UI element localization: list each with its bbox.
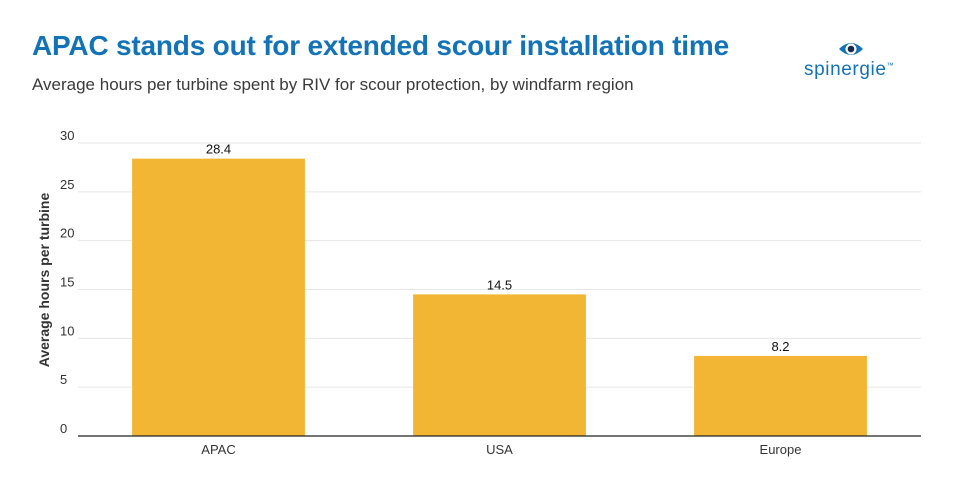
- bar-europe: [694, 355, 867, 436]
- x-tick-label: Europe: [760, 442, 802, 457]
- y-tick-label: 10: [60, 323, 74, 338]
- x-tick-labels: APAC USA Europe: [201, 442, 801, 457]
- data-label: 28.4: [206, 142, 231, 157]
- y-tick-label: 30: [60, 128, 74, 143]
- y-tick-labels: 0 5 10 15 20 25 30: [60, 128, 74, 436]
- chart-subtitle: Average hours per turbine spent by RIV f…: [32, 75, 634, 94]
- bar-usa: [413, 294, 586, 436]
- chart-title: APAC stands out for extended scour insta…: [32, 30, 729, 61]
- eye-icon: [839, 43, 863, 55]
- x-tick-label: USA: [486, 442, 513, 457]
- bars: [132, 158, 867, 437]
- y-axis-label: Average hours per turbine: [36, 193, 52, 368]
- data-label: 8.2: [771, 339, 789, 354]
- y-tick-label: 20: [60, 226, 74, 241]
- y-tick-label: 5: [60, 372, 67, 387]
- data-label: 14.5: [487, 277, 512, 292]
- x-tick-label: APAC: [201, 442, 235, 457]
- data-labels: 28.4 14.5 8.2: [206, 142, 790, 354]
- bar-apac: [132, 158, 305, 437]
- spinergie-logo: spinergie™: [804, 38, 898, 84]
- y-tick-label: 25: [60, 177, 74, 192]
- y-tick-label: 0: [60, 421, 67, 436]
- y-tick-label: 15: [60, 275, 74, 290]
- logo-text: spinergie: [804, 59, 887, 80]
